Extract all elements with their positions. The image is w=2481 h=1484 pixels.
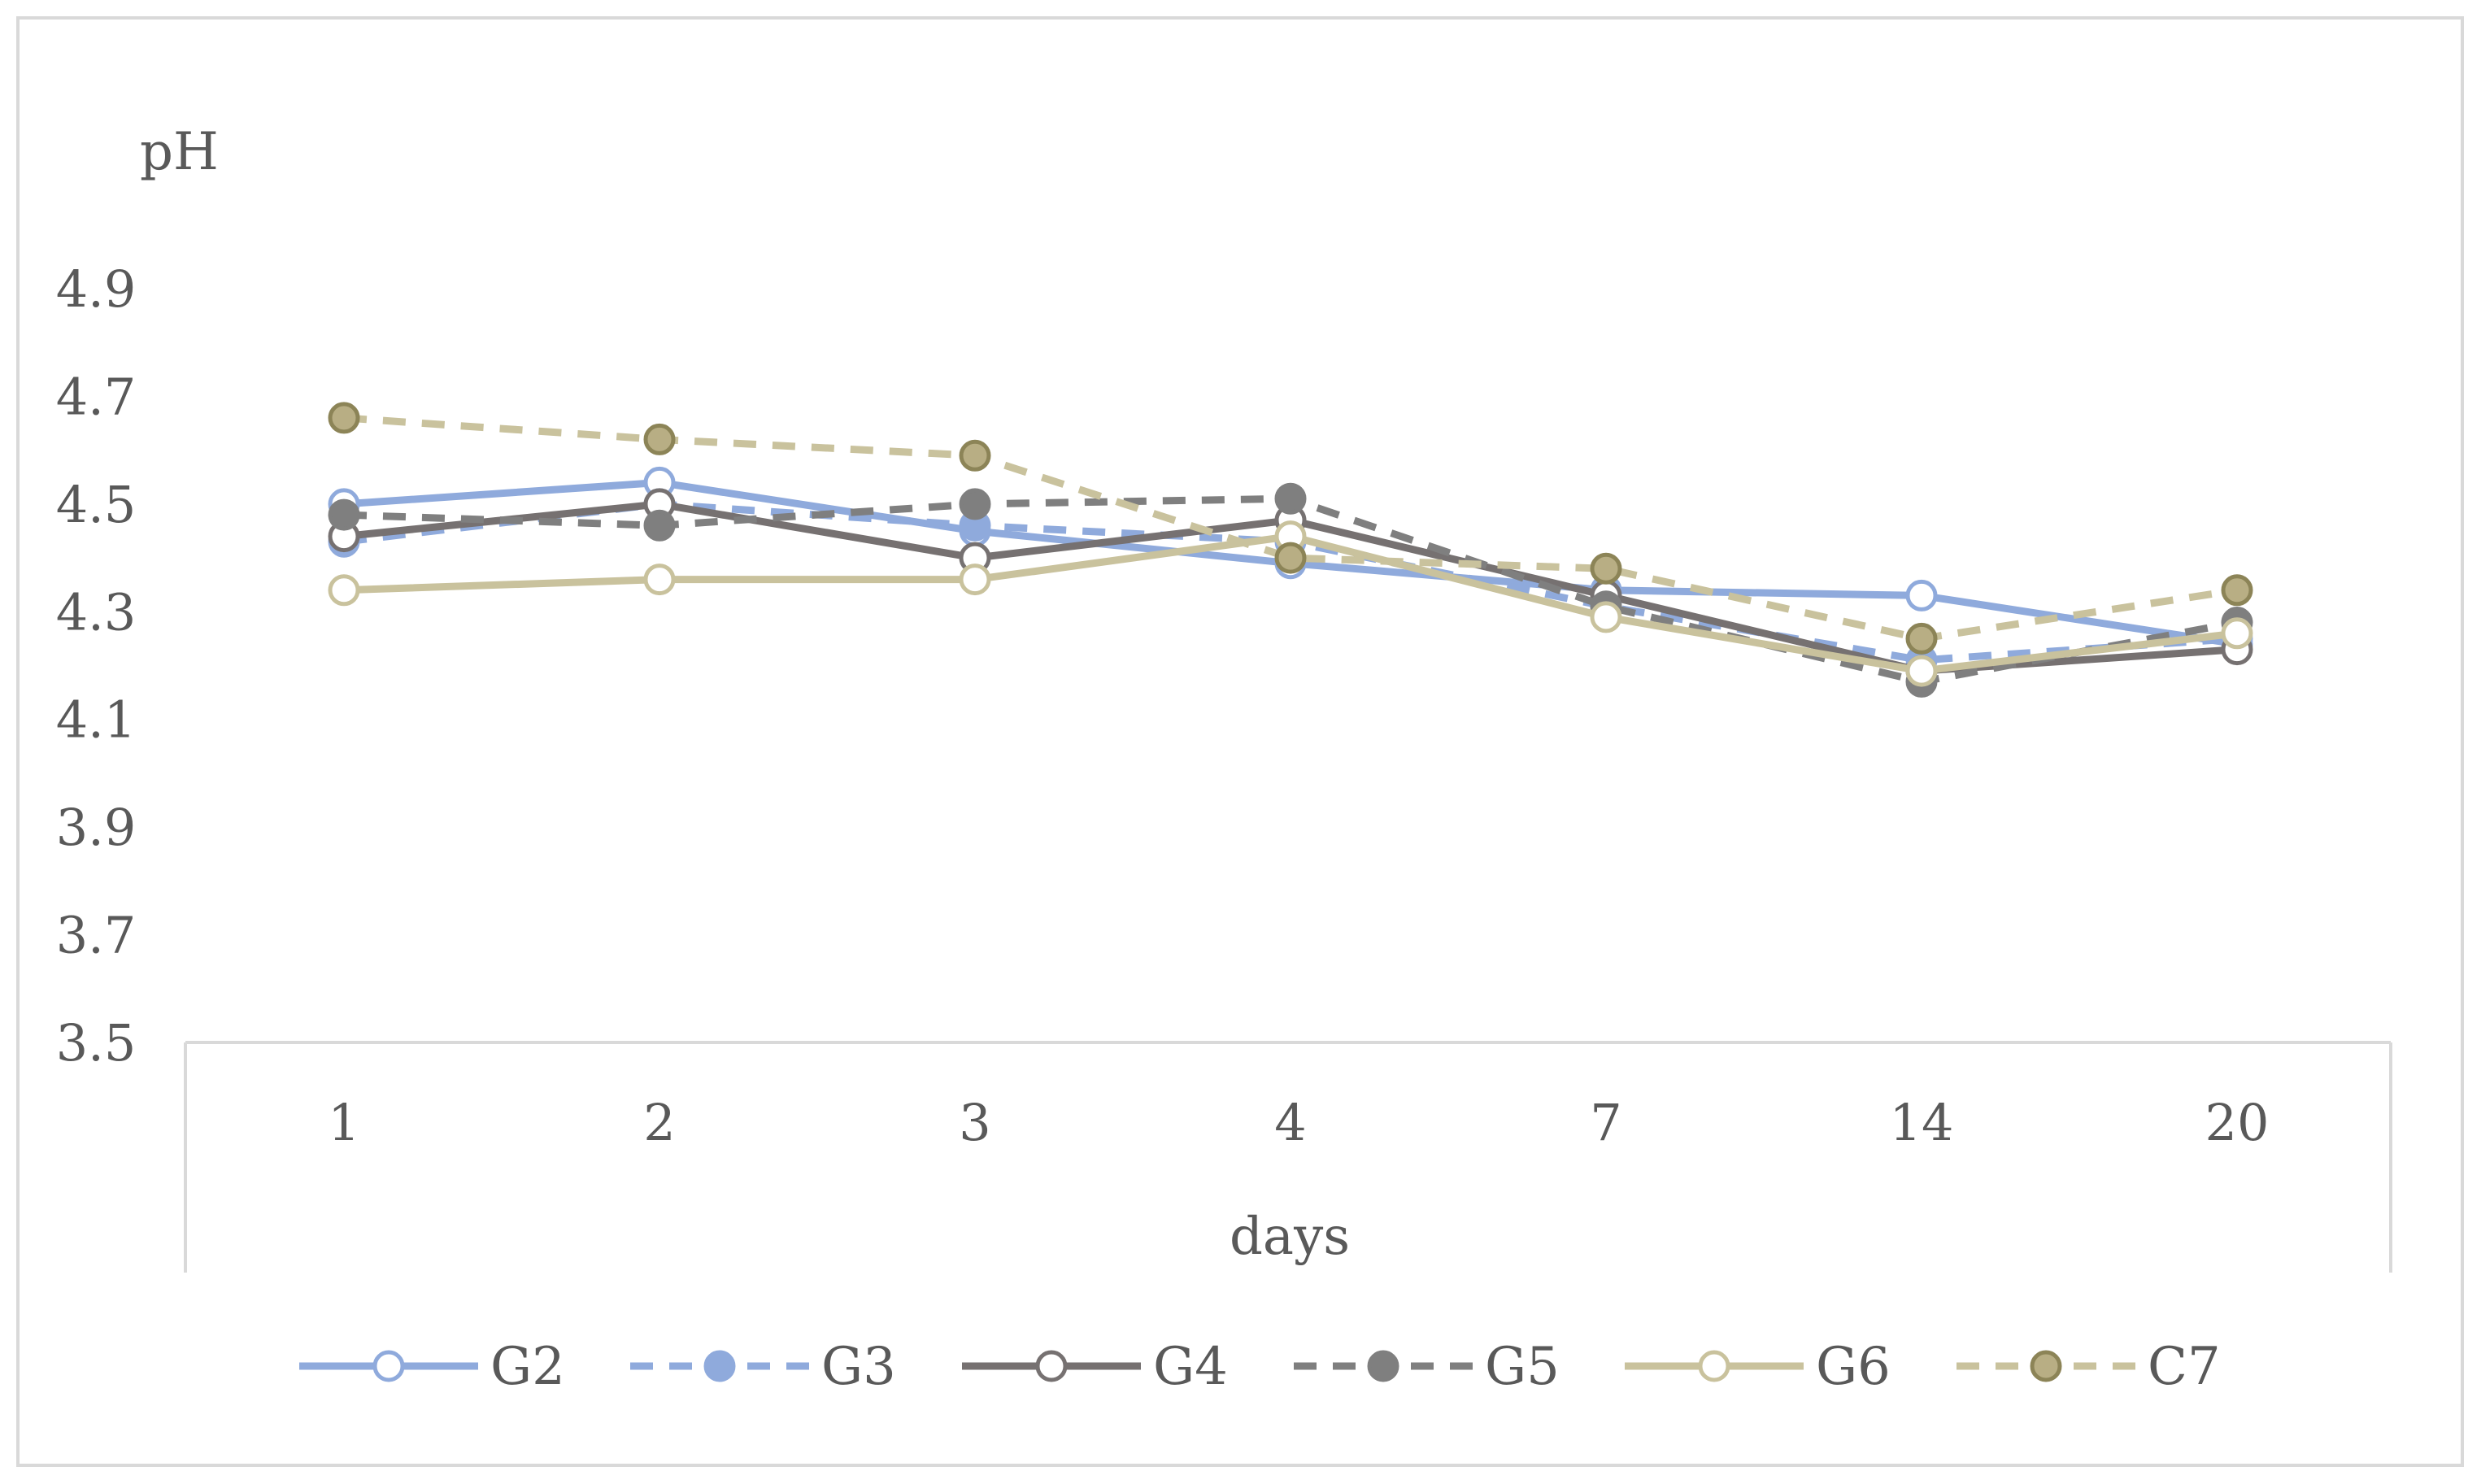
data-point-g6 [1905,655,1938,687]
data-point-g6 [328,574,360,607]
legend-swatch-marker [703,1350,736,1382]
y-tick-label: 3.9 [56,798,137,857]
y-tick-label: 3.7 [56,906,137,965]
x-tick-label: 3 [959,1093,990,1152]
x-tick-label: 20 [2205,1093,2270,1152]
data-point-c7 [1905,622,1938,655]
series-layer [328,402,2253,698]
data-point-g2 [1905,579,1938,611]
legend-item-g4: G4 [962,1337,1228,1397]
data-point-c7 [959,439,991,472]
data-point-g6 [643,564,676,596]
y-tick-label: 4.7 [56,367,137,426]
data-point-c7 [2221,574,2253,607]
legend-swatch-marker [1367,1350,1399,1382]
data-point-g6 [1590,601,1622,633]
legend-label: G6 [1816,1337,1891,1397]
x-tick-label: 1 [328,1093,359,1152]
chart-border [16,16,2464,1467]
axis-layer: 3.5 3.7 3.9 4.1 4.3 4.5 4.7 4.9 1 2 3 4 7 14 20 [56,259,2392,1273]
data-point-g5 [328,498,360,531]
legend-swatch-marker [372,1350,405,1382]
x-axis-title: days [1230,1207,1350,1267]
legend: G2 G3 G4 G5 G6 C7 [299,1337,2221,1397]
y-tick-label: 4.5 [56,475,137,534]
legend-label: G5 [1485,1337,1560,1397]
y-tick-label: 4.9 [56,259,137,319]
y-tick-label: 4.1 [56,690,137,750]
legend-label: G2 [490,1337,565,1397]
legend-swatch-marker [2030,1350,2062,1382]
data-point-c7 [643,423,676,455]
data-point-g6 [959,564,991,596]
x-tick-label: 2 [643,1093,675,1152]
legend-item-g3: G3 [630,1337,896,1397]
y-tick-label: 4.3 [56,582,137,642]
series-c7 [328,402,2253,655]
data-point-c7 [1590,552,1622,585]
x-tick-label: 4 [1274,1093,1306,1152]
legend-swatch-marker [1035,1350,1068,1382]
legend-label: G3 [821,1337,896,1397]
legend-label: G4 [1153,1337,1228,1397]
legend-label: C7 [2148,1337,2221,1397]
x-tick-label: 14 [1890,1093,1954,1152]
legend-item-g6: G6 [1625,1337,1891,1397]
y-axis-title: pH [140,122,219,182]
data-point-g5 [959,488,991,520]
series-g6 [328,520,2253,687]
y-tick-label: 3.5 [56,1013,137,1073]
data-point-g5 [643,509,676,542]
data-point-c7 [328,402,360,434]
x-tick-label: 7 [1590,1093,1621,1152]
data-point-g5 [1274,482,1307,515]
legend-item-g5: G5 [1294,1337,1560,1397]
data-point-g6 [2221,617,2253,650]
data-point-c7 [1274,542,1307,574]
legend-item-g2: G2 [299,1337,565,1397]
legend-item-c7: C7 [1957,1337,2221,1397]
legend-swatch-marker [1698,1350,1730,1382]
